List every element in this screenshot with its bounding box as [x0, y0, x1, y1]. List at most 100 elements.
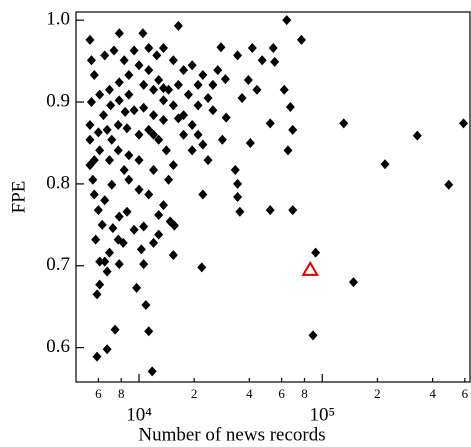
- data-point: [459, 118, 469, 129]
- y-tick-label: 0.8: [46, 172, 70, 193]
- data-point: [118, 237, 128, 248]
- x-tick-label: 8: [301, 386, 308, 401]
- data-point: [288, 205, 298, 216]
- data-point: [147, 366, 157, 377]
- data-point: [110, 324, 120, 335]
- data-point: [230, 164, 240, 175]
- data-point: [187, 119, 197, 130]
- x-tick-label: 10⁵: [309, 404, 335, 425]
- data-point: [149, 110, 159, 121]
- data-point: [113, 119, 123, 130]
- data-point: [198, 139, 208, 150]
- data-point: [93, 205, 103, 216]
- data-point: [233, 178, 243, 189]
- data-point: [136, 244, 146, 255]
- data-point: [102, 266, 112, 277]
- data-point: [158, 43, 168, 54]
- data-point: [179, 110, 189, 121]
- data-point: [183, 89, 193, 100]
- data-point: [124, 70, 134, 81]
- data-point: [198, 189, 208, 200]
- data-point: [168, 250, 178, 261]
- data-point: [95, 145, 105, 156]
- data-point: [86, 55, 96, 66]
- data-point: [161, 145, 171, 156]
- data-point: [213, 65, 223, 76]
- data-point: [104, 247, 114, 258]
- y-axis-label: FPE: [8, 181, 29, 214]
- data-point: [129, 45, 139, 56]
- data-point: [308, 330, 318, 341]
- data-point: [245, 137, 255, 148]
- x-tick-label: 2: [191, 386, 198, 401]
- plot-frame: [75, 11, 471, 383]
- data-point: [154, 74, 164, 85]
- data-point: [235, 206, 245, 217]
- data-point: [95, 256, 105, 267]
- data-point: [301, 260, 320, 276]
- data-point: [158, 83, 168, 94]
- x-tick-label: 8: [118, 386, 125, 401]
- data-point: [114, 211, 124, 222]
- data-point: [154, 229, 164, 240]
- data-point: [179, 129, 189, 140]
- y-tick-label: 0.9: [46, 90, 70, 111]
- data-point: [107, 179, 117, 190]
- data-point: [233, 192, 243, 202]
- x-tick-label: 2: [374, 386, 381, 401]
- data-point: [102, 124, 112, 135]
- x-axis-label: Number of news records: [138, 424, 325, 445]
- x-tick-label: 6: [462, 386, 469, 401]
- data-point: [247, 43, 257, 54]
- data-point: [193, 100, 203, 111]
- data-point: [282, 15, 292, 26]
- data-point: [208, 105, 218, 116]
- data-point: [106, 100, 116, 111]
- data-point: [89, 189, 99, 200]
- data-point: [100, 50, 110, 61]
- data-point: [257, 55, 267, 66]
- data-point: [85, 119, 95, 130]
- data-point: [296, 34, 306, 45]
- data-point: [92, 289, 102, 300]
- data-point: [114, 259, 124, 270]
- data-point: [187, 60, 197, 71]
- data-point: [114, 95, 124, 106]
- data-point: [311, 247, 321, 258]
- data-point: [158, 200, 168, 211]
- data-point: [168, 55, 178, 66]
- data-point: [193, 79, 203, 90]
- data-point: [283, 145, 293, 156]
- data-point: [109, 45, 119, 56]
- data-point: [88, 174, 98, 185]
- data-point: [285, 101, 295, 112]
- data-point: [104, 155, 114, 166]
- data-point: [168, 100, 178, 111]
- data-point: [119, 55, 129, 66]
- data-point: [268, 43, 278, 54]
- data-point: [85, 34, 95, 45]
- data-point: [122, 206, 132, 217]
- data-point: [154, 134, 164, 145]
- data-point: [124, 174, 134, 185]
- data-point: [270, 56, 280, 67]
- data-point: [152, 50, 162, 61]
- data-point: [265, 205, 275, 216]
- data-point: [221, 112, 231, 123]
- data-point: [100, 195, 110, 206]
- data-point: [114, 77, 124, 88]
- data-point: [122, 123, 132, 134]
- data-point: [89, 155, 99, 166]
- data-point: [288, 124, 298, 135]
- data-point: [149, 129, 159, 140]
- data-point: [129, 105, 139, 116]
- y-tick-label: 0.7: [46, 254, 70, 275]
- data-point: [141, 300, 151, 311]
- data-point: [138, 28, 148, 39]
- data-point: [93, 127, 103, 138]
- data-point: [197, 262, 207, 273]
- data-point: [134, 184, 144, 195]
- data-point: [129, 224, 139, 235]
- data-point: [173, 20, 183, 31]
